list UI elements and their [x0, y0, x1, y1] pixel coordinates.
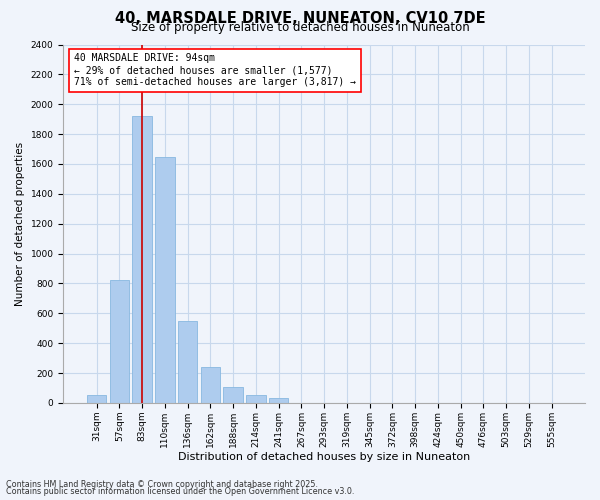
Bar [269, 398, 289, 403]
Text: Size of property relative to detached houses in Nuneaton: Size of property relative to detached ho… [131, 21, 469, 34]
Bar [133, 116, 152, 403]
Y-axis label: Number of detached properties: Number of detached properties [15, 142, 25, 306]
Bar [223, 386, 243, 403]
Text: 40, MARSDALE DRIVE, NUNEATON, CV10 7DE: 40, MARSDALE DRIVE, NUNEATON, CV10 7DE [115, 11, 485, 26]
Bar [155, 156, 175, 403]
Bar [246, 396, 266, 403]
Text: Contains public sector information licensed under the Open Government Licence v3: Contains public sector information licen… [6, 487, 355, 496]
Bar [178, 321, 197, 403]
Bar [201, 367, 220, 403]
Bar [87, 396, 106, 403]
Text: Contains HM Land Registry data © Crown copyright and database right 2025.: Contains HM Land Registry data © Crown c… [6, 480, 318, 489]
Bar [110, 280, 129, 403]
X-axis label: Distribution of detached houses by size in Nuneaton: Distribution of detached houses by size … [178, 452, 470, 462]
Text: 40 MARSDALE DRIVE: 94sqm
← 29% of detached houses are smaller (1,577)
71% of sem: 40 MARSDALE DRIVE: 94sqm ← 29% of detach… [74, 54, 356, 86]
